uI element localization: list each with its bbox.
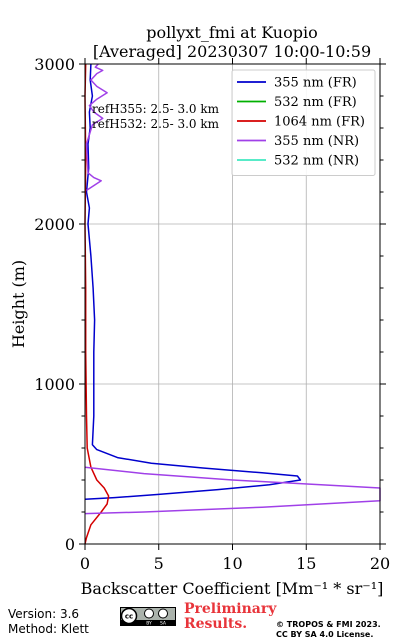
copyright-line-1: © TROPOS & FMI 2023. [276, 620, 381, 629]
ref-h355-annotation: refH355: 2.5- 3.0 km [92, 102, 220, 116]
cc-by-sa-logo: cc BY SA [120, 607, 176, 626]
legend-label-2: 1064 nm (FR) [274, 115, 365, 130]
x-tick-label-2: 10 [222, 554, 242, 573]
version-label: Version: 3.6 [8, 607, 80, 621]
ref-h532-annotation: refH532: 2.5- 3.0 km [92, 117, 220, 131]
legend-label-1: 532 nm (FR) [274, 95, 357, 110]
legend-label-4: 532 nm (NR) [274, 154, 359, 169]
cc-logo-sa: SA [160, 621, 167, 626]
legend-label-3: 355 nm (NR) [274, 134, 359, 149]
method-label: Method: Klett [8, 622, 89, 636]
reference-height-annotations: refH355: 2.5- 3.0 km refH532: 2.5- 3.0 k… [92, 102, 220, 131]
x-tick-label-4: 20 [370, 554, 390, 573]
copyright-notice: © TROPOS & FMI 2023. CC BY SA 4.0 Licens… [276, 620, 381, 640]
preliminary-results-notice: Preliminary Results. [184, 602, 276, 632]
y-tick-label-3: 3000 [34, 55, 75, 74]
cc-logo-cc: cc [125, 613, 133, 621]
legend-box [231, 69, 376, 176]
y-axis-label: Height (m) [9, 260, 28, 348]
y-tick-label-2: 2000 [34, 215, 75, 234]
chart-title-line-1: pollyxt_fmi at Kuopio [146, 23, 317, 42]
legend-label-0: 355 nm (FR) [274, 76, 357, 91]
y-tick-label-0: 0 [65, 535, 75, 554]
y-tick-label-1: 1000 [34, 375, 75, 394]
x-axis-label: Backscatter Coefficient [Mm⁻¹ * sr⁻¹] [81, 579, 384, 598]
chart-title-line-2: [Averaged] 20230307 10:00-10:59 [93, 42, 371, 61]
x-tick-label-1: 5 [154, 554, 164, 573]
preliminary-line-2: Results. [184, 616, 248, 632]
x-tick-label-3: 15 [296, 554, 316, 573]
axis-ticks: 0 5 10 15 20 0 1000 2000 3000 [34, 55, 390, 573]
chart-title: pollyxt_fmi at Kuopio [Averaged] 2023030… [93, 23, 371, 61]
series-line-5 [85, 63, 108, 192]
legend: 355 nm (FR) 532 nm (FR) 1064 nm (FR) 355 nm… [231, 69, 376, 176]
cc-logo-by: BY [146, 621, 152, 626]
x-tick-label-0: 0 [80, 554, 90, 573]
preliminary-line-1: Preliminary [184, 601, 277, 617]
copyright-line-2: CC BY SA 4.0 License. [276, 630, 374, 639]
